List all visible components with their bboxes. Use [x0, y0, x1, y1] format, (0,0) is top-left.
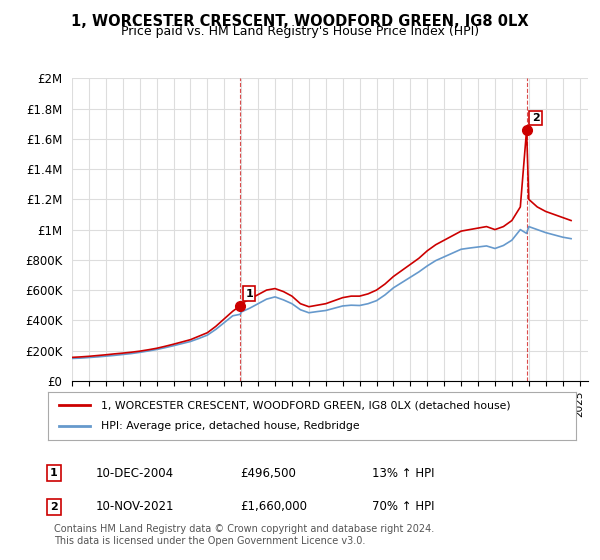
Text: 1: 1 — [245, 288, 253, 298]
Text: £1,660,000: £1,660,000 — [240, 500, 307, 514]
Text: 1, WORCESTER CRESCENT, WOODFORD GREEN, IG8 0LX (detached house): 1, WORCESTER CRESCENT, WOODFORD GREEN, I… — [101, 400, 511, 410]
Text: 70% ↑ HPI: 70% ↑ HPI — [372, 500, 434, 514]
Text: Contains HM Land Registry data © Crown copyright and database right 2024.
This d: Contains HM Land Registry data © Crown c… — [54, 524, 434, 546]
Text: 1, WORCESTER CRESCENT, WOODFORD GREEN, IG8 0LX: 1, WORCESTER CRESCENT, WOODFORD GREEN, I… — [71, 14, 529, 29]
Text: 1: 1 — [50, 468, 58, 478]
Text: 10-NOV-2021: 10-NOV-2021 — [96, 500, 175, 514]
Text: 13% ↑ HPI: 13% ↑ HPI — [372, 466, 434, 480]
Text: 10-DEC-2004: 10-DEC-2004 — [96, 466, 174, 480]
Text: 2: 2 — [532, 113, 539, 123]
Text: £496,500: £496,500 — [240, 466, 296, 480]
Text: 2: 2 — [50, 502, 58, 512]
Text: HPI: Average price, detached house, Redbridge: HPI: Average price, detached house, Redb… — [101, 421, 359, 431]
Text: Price paid vs. HM Land Registry's House Price Index (HPI): Price paid vs. HM Land Registry's House … — [121, 25, 479, 38]
